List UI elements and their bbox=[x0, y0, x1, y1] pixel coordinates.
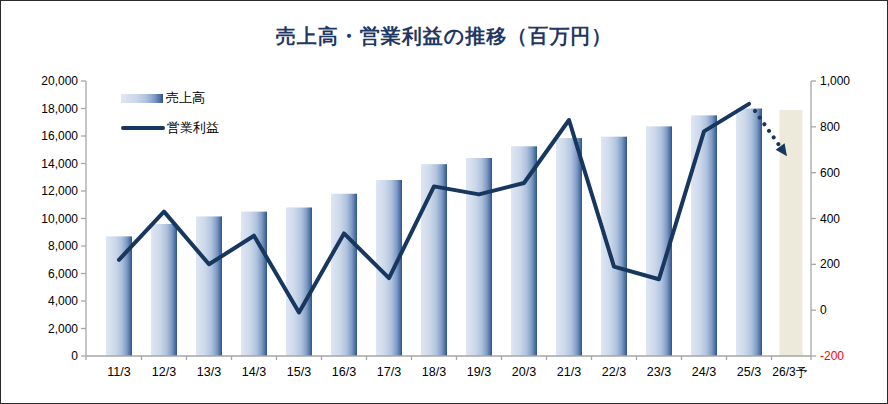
x-axis-category-label: 11/3 bbox=[107, 365, 130, 379]
bar-sales bbox=[331, 194, 357, 356]
x-axis-category-label: 26/3予 bbox=[772, 365, 807, 379]
x-axis-category-label: 17/3 bbox=[377, 365, 401, 379]
x-axis-category-label: 20/3 bbox=[512, 365, 536, 379]
left-axis-tick-label: 8,000 bbox=[48, 239, 78, 253]
x-axis-category-label: 14/3 bbox=[242, 365, 266, 379]
combo-chart-canvas: 20,000 18,000 16,000 14,000 12,000 10,000 8,00… bbox=[1, 1, 888, 404]
bar-sales bbox=[241, 212, 267, 356]
left-axis-tick-label: 18,000 bbox=[41, 102, 78, 116]
legend-label-profit: 営業利益 bbox=[167, 119, 219, 137]
left-axis-tick-label: 14,000 bbox=[41, 157, 78, 171]
right-axis-tick-label: 200 bbox=[820, 257, 840, 271]
chart-legend: 売上高 営業利益 bbox=[121, 87, 219, 147]
x-axis-category-label: 19/3 bbox=[467, 365, 491, 379]
bar-sales bbox=[466, 158, 492, 356]
right-axis-tick-label: -200 bbox=[820, 349, 844, 363]
right-axis-tick-label: 600 bbox=[820, 166, 840, 180]
x-axis-category-label: 21/3 bbox=[557, 365, 581, 379]
right-axis-tick-label: 0 bbox=[820, 303, 827, 317]
x-axis-category-label: 22/3 bbox=[602, 365, 626, 379]
legend-item-sales: 売上高 bbox=[121, 87, 219, 109]
legend-item-profit: 営業利益 bbox=[121, 117, 219, 139]
left-axis-tick-label: 20,000 bbox=[41, 74, 78, 88]
bar-sales bbox=[151, 224, 177, 356]
x-axis-category-label: 18/3 bbox=[422, 365, 446, 379]
bar-sales bbox=[286, 208, 312, 357]
bar-sales bbox=[106, 236, 132, 356]
x-axis-category-label: 16/3 bbox=[332, 365, 356, 379]
x-axis-category-label: 24/3 bbox=[692, 365, 716, 379]
sales-bar-swatch-icon bbox=[121, 94, 163, 103]
bar-sales bbox=[736, 109, 762, 357]
x-axis-category-label: 15/3 bbox=[287, 365, 311, 379]
left-axis-tick-label: 4,000 bbox=[48, 294, 78, 308]
right-axis-tick-label: 800 bbox=[820, 120, 840, 134]
left-axis-tick-label: 10,000 bbox=[41, 212, 78, 226]
bar-sales bbox=[421, 164, 447, 356]
left-axis-tick-label: 2,000 bbox=[48, 322, 78, 336]
left-axis-tick-label: 0 bbox=[71, 349, 78, 363]
left-axis-tick-label: 12,000 bbox=[41, 184, 78, 198]
bar-sales bbox=[691, 115, 717, 356]
left-axis-tick-label: 16,000 bbox=[41, 129, 78, 143]
x-axis-category-label: 25/3 bbox=[737, 365, 761, 379]
right-axis-tick-label: 1,000 bbox=[820, 74, 850, 88]
bar-sales bbox=[601, 137, 627, 356]
right-axis-tick-label: 400 bbox=[820, 212, 840, 226]
x-axis-category-label: 23/3 bbox=[647, 365, 671, 379]
bar-sales bbox=[556, 138, 582, 356]
x-axis-category-label: 13/3 bbox=[197, 365, 221, 379]
x-axis-category-label: 12/3 bbox=[152, 365, 176, 379]
bar-sales bbox=[511, 146, 537, 356]
bar-sales bbox=[196, 216, 222, 356]
bar-sales bbox=[646, 126, 672, 356]
chart-window: 売上高・営業利益の推移（百万円） 20,00018,00016,00014,00… bbox=[0, 0, 888, 404]
left-axis-tick-label: 6,000 bbox=[48, 267, 78, 281]
profit-line-swatch-icon bbox=[121, 126, 165, 130]
legend-label-sales: 売上高 bbox=[166, 89, 205, 107]
